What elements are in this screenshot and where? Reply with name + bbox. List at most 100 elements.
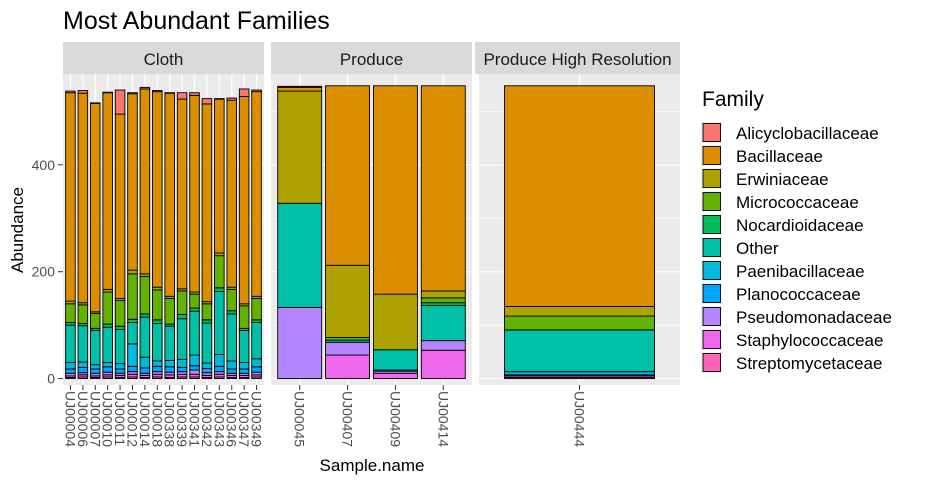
bar-UJ00012: [127, 92, 138, 380]
x-tick-label: UJ00011: [112, 391, 128, 446]
bar-segment-other: [226, 313, 237, 362]
bar-segment-micrococcaceae: [226, 288, 237, 312]
bar-segment-pseudomonadaceae: [189, 369, 200, 375]
bar-segment-planococcaceae: [201, 367, 213, 374]
y-axis-title: Abundance: [8, 187, 27, 273]
bar-segment-erwiniaceae: [372, 293, 418, 351]
bar-segment-micrococcaceae: [238, 305, 250, 329]
bar-segment-paenibacillaceae: [189, 354, 200, 367]
bar-segment-erwiniaceae: [420, 290, 466, 299]
bar-segment-paenibacillaceae: [504, 371, 655, 376]
bar-segment-planococcaceae: [251, 366, 262, 373]
bar-segment-paenibacillaceae: [65, 362, 76, 370]
bar-segment-staphylococcaceae: [420, 349, 466, 380]
bar-segment-planococcaceae: [164, 366, 175, 373]
bar-UJ00004: [65, 90, 76, 380]
bar-segment-other: [164, 325, 175, 361]
bar-segment-other: [420, 304, 466, 342]
facet-strip: [63, 42, 264, 74]
x-tick-label: UJ00010: [100, 391, 116, 447]
legend-item-alicyclobacillaceae: Alicyclobacillaceae: [701, 122, 879, 143]
legend-swatch: [702, 284, 721, 303]
bar-segment-planococcaceae: [77, 366, 89, 374]
bar-segment-planococcaceae: [189, 365, 200, 371]
bar-segment-paenibacillaceae: [114, 363, 126, 370]
x-tick-label: UJ00409: [387, 391, 403, 447]
bar-segment-staphylococcaceae: [372, 372, 418, 380]
bar-segment-paenibacillaceae: [152, 360, 163, 367]
legend-swatch: [702, 307, 721, 326]
legend-item-pseudomonadaceae: Pseudomonadaceae: [701, 306, 892, 327]
bar-UJ00346: [226, 97, 237, 380]
bar-segment-micrococcaceae: [127, 273, 138, 320]
bar-segment-bacillaceae: [201, 103, 213, 303]
panel-cloth: Cloth UJ00004UJ00006UJ00007UJ00010UJ00011…: [62, 42, 265, 447]
bar-segment-other: [504, 329, 655, 373]
bar-segment-alicyclobacillaceae: [214, 98, 225, 100]
bar-segment-other: [251, 322, 262, 360]
bar-segment-micrococcaceae: [189, 293, 200, 309]
bar-segment-paenibacillaceae: [127, 343, 138, 367]
bar-segment-bacillaceae: [127, 93, 138, 271]
bar-segment-planococcaceae: [152, 365, 163, 373]
bar-segment-bacillaceae: [77, 92, 89, 304]
legend-swatch: [702, 123, 721, 142]
bar-UJ00011: [114, 89, 126, 380]
bar-segment-nocardioidaceae: [201, 319, 213, 324]
bar-segment-pseudomonadaceae: [325, 341, 371, 356]
legend-label: Other: [736, 239, 779, 258]
panel-produce: Produce UJ00045 UJ00407 UJ00409 UJ00414: [271, 42, 472, 447]
chart-title: Most Abundant Families: [63, 7, 330, 35]
bar-segment-micrococcaceae: [164, 297, 175, 325]
legend-item-streptomycetaceae: Streptomycetaceae: [701, 352, 882, 373]
y-tick-label: 200: [32, 264, 56, 280]
bar-segment-bacillaceae: [325, 85, 371, 266]
legend-label: Staphylococcaceae: [736, 331, 883, 350]
y-tick-label: 0: [47, 371, 55, 387]
bar-segment-bacillaceae: [164, 92, 175, 297]
bar-segment-other: [114, 328, 126, 365]
panel-produce-high-resolution: Produce High Resolution UJ00444: [475, 42, 680, 447]
facet-strip-label: Produce: [340, 50, 403, 69]
bar-segment-bacillaceae: [102, 92, 113, 290]
legend-item-bacillaceae: Bacillaceae: [701, 145, 823, 166]
bar-segment-alicyclobacillaceae: [139, 86, 151, 90]
legend-item-staphylococcaceae: Staphylococcaceae: [701, 329, 883, 350]
bar-segment-micrococcaceae: [77, 304, 89, 324]
bar-segment-alicyclobacillaceae: [77, 90, 89, 94]
bar-segment-planococcaceae: [214, 365, 225, 373]
bar-segment-alicyclobacillaceae: [164, 92, 175, 94]
bar-segment-paenibacillaceae: [90, 364, 101, 370]
bar-segment-planococcaceae: [102, 366, 113, 373]
bar-segment-other: [201, 322, 213, 364]
legend-label: Pseudomonadaceae: [736, 308, 892, 327]
bar-segment-other: [152, 323, 163, 362]
bar-segment-nocardioidaceae: [214, 287, 225, 292]
x-tick-label: UJ00342: [199, 391, 215, 447]
bar-segment-micrococcaceae: [214, 255, 225, 289]
bar-segment-bacillaceae: [214, 98, 225, 254]
bar-UJ00347: [238, 88, 250, 380]
bar-segment-bacillaceae: [139, 88, 151, 275]
bar-segment-bacillaceae: [114, 113, 126, 299]
bar-segment-planococcaceae: [226, 368, 237, 374]
bar-segment-other: [176, 318, 188, 360]
bar-segment-nocardioidaceae: [152, 319, 163, 324]
bar-segment-nocardioidaceae: [102, 323, 113, 328]
bar-segment-alicyclobacillaceae: [127, 92, 138, 95]
bar-segment-planococcaceae: [139, 367, 151, 374]
bar-segment-micrococcaceae: [251, 297, 262, 321]
bar-segment-alicyclobacillaceae: [238, 88, 250, 97]
bar-segment-pseudomonadaceae: [420, 340, 466, 351]
bar-segment-alicyclobacillaceae: [102, 91, 113, 94]
bar-segment-micrococcaceae: [102, 291, 113, 325]
legend-item-planococcaceae: Planococcaceae: [701, 283, 861, 304]
bar-segment-paenibacillaceae: [176, 358, 188, 368]
bar-segment-paenibacillaceae: [238, 362, 250, 370]
legend-title: Family: [702, 88, 764, 111]
legend-item-micrococcaceae: Micrococcaceae: [701, 191, 859, 212]
x-tick-label: UJ00347: [236, 391, 252, 447]
x-tick-label: UJ00414: [435, 391, 451, 447]
facet-strip-label: Produce High Resolution: [483, 50, 671, 69]
